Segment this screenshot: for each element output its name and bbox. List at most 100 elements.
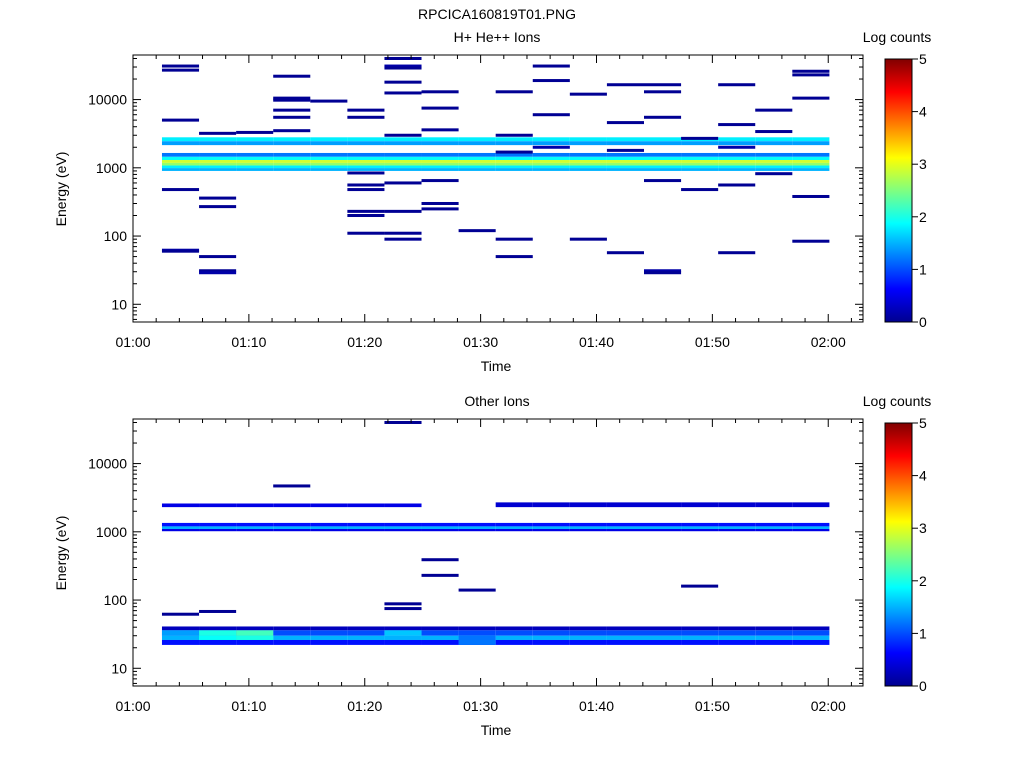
heatmap-cell [236,162,274,166]
heatmap-cell [644,526,682,529]
colorbar-top: Log counts 0 1 2 3 4 5 [863,29,932,330]
heatmap-cell [606,83,644,87]
heatmap-cell [792,165,830,169]
heatmap-cell [495,137,533,142]
heatmap-cell [569,137,607,142]
heatmap-cell [495,90,533,94]
heatmap-cell [569,162,607,166]
x-tick-label: 02:00 [811,334,846,350]
heatmap-cell [569,639,607,645]
heatmap-cell [569,160,607,163]
heatmap-cell [606,251,644,255]
heatmap-cell [199,528,237,532]
y-tick-label: 10000 [88,456,127,472]
heatmap-cell [532,141,570,146]
heatmap-cell [199,626,237,631]
heatmap-cell [236,626,274,631]
heatmap-cell [199,165,237,169]
heatmap-cell [532,165,570,169]
heatmap-cell [718,145,756,149]
heatmap-cell [644,630,682,636]
heatmap-cell [792,160,830,163]
heatmap-cell [644,271,682,275]
heatmap-cell [273,115,311,119]
heatmap-cell [755,130,793,134]
heatmap-cell [347,160,385,163]
heatmap-cell [310,639,348,645]
heatmap-cell [199,522,237,527]
heatmap-cell [606,502,644,508]
heatmap-cell [161,249,200,253]
heatmap-cell [273,639,311,645]
heatmap-cell [792,502,830,508]
heatmap-cell [792,156,830,161]
heatmap-cell [458,156,496,161]
heatmap-cell [310,168,348,171]
heatmap-cell [273,162,311,166]
heatmap-cell [718,502,756,508]
heatmap-cell [421,106,459,110]
x-tick-label: 01:50 [695,698,730,714]
colorbar-tick-label: 2 [919,573,927,589]
heatmap-cell [273,630,311,636]
x-axis-label: Time [481,722,512,738]
heatmap-cell [458,635,496,645]
heatmap-cell [644,162,682,166]
heatmap-cell [273,98,311,102]
colorbar-tick-label: 1 [919,261,927,277]
heatmap-cell [236,503,274,508]
heatmap-cell [458,630,496,636]
heatmap-cell [458,168,496,171]
heatmap-cell [199,196,237,200]
heatmap-cell [606,137,644,142]
heatmap-cell [681,188,719,192]
heatmap-cell [644,90,682,94]
heatmap-cell [236,168,274,171]
heatmap-cell [495,626,533,631]
colorbar-label: Log counts [863,29,932,45]
colorbar-tick-label: 0 [919,678,927,694]
heatmap-cell [792,635,830,640]
heatmap-cell [310,526,348,529]
heatmap-cell [384,168,422,171]
heatmap-cell [755,162,793,166]
heatmap-cell [347,528,385,532]
plot-frame [132,418,864,687]
heatmap-cell [199,141,237,146]
heatmap-cell [273,635,311,640]
heatmap-cell [421,201,459,205]
heatmap-cell [347,141,385,146]
heatmap-cell [569,165,607,169]
heatmap-cell [532,526,570,529]
heatmap-cell [161,162,200,166]
heatmap-cell [644,639,682,645]
heatmap-cell [384,639,422,645]
heatmap-cell [718,526,756,529]
heatmap-cell [347,152,385,157]
heatmap-cell [199,269,237,273]
heatmap-cell [755,502,793,508]
heatmap-cell [792,152,830,157]
heatmap-cell [606,165,644,169]
heatmap-cell [532,152,570,157]
heatmap-cell [236,528,274,532]
heatmap-cell [792,522,830,527]
heatmap-cell [532,635,570,640]
heatmap-cell [495,160,533,163]
x-tick-label: 01:40 [579,334,614,350]
heatmap-cell [421,152,459,157]
heatmap-cell [384,607,422,611]
heatmap-cell [347,214,385,218]
heatmap-cell [495,630,533,636]
heatmap-cell [495,162,533,166]
heatmap-cell [644,635,682,640]
heatmap-cell [569,502,607,508]
heatmap-cell [681,156,719,161]
heatmap-cell [199,526,237,529]
heatmap-cell [199,609,237,613]
heatmap-cell [644,165,682,169]
heatmap-cell [495,502,533,508]
panel-other-ions: Other Ions Energy (eV) Time 01:00 01:10 01… [53,393,864,738]
heatmap-cell [199,271,237,275]
heatmap-cell [421,156,459,161]
